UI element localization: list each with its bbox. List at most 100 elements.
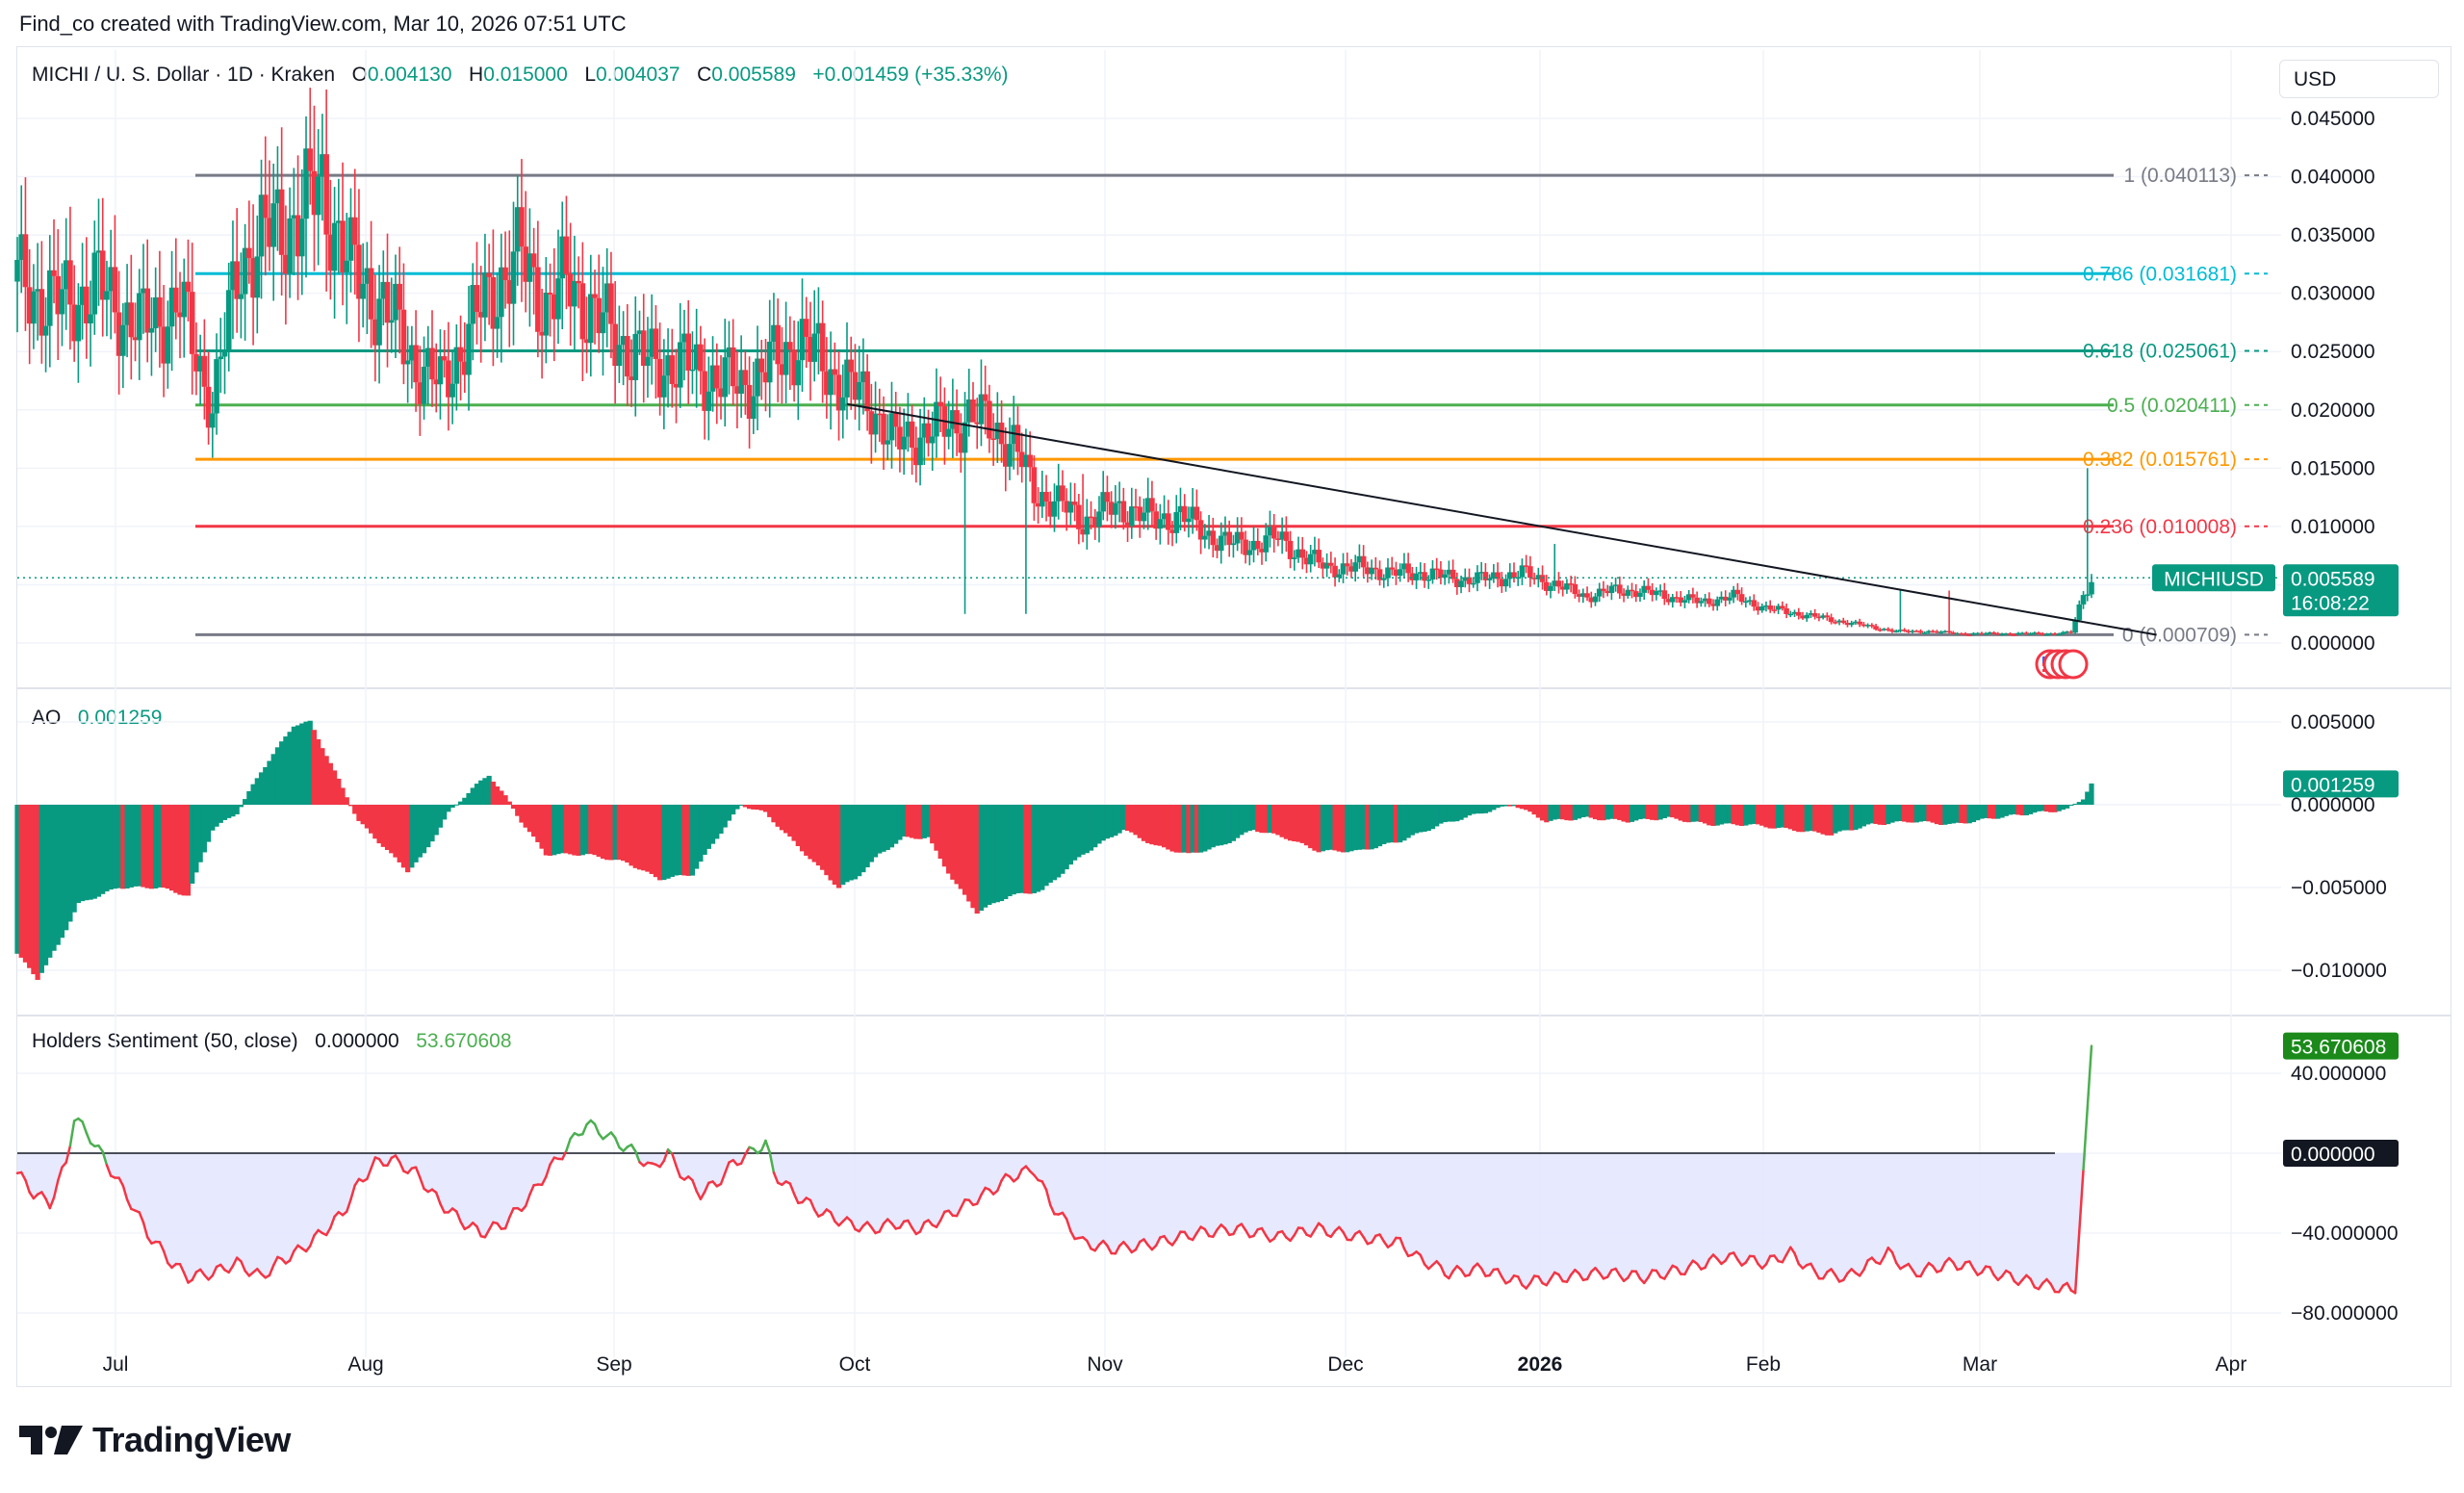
hs-line-segment[interactable] (935, 1219, 942, 1229)
ao-bar[interactable] (393, 805, 398, 858)
hs-line-segment[interactable] (1203, 1227, 1211, 1238)
ao-bar[interactable] (946, 805, 952, 874)
ao-bar[interactable] (1340, 805, 1347, 853)
ao-bar[interactable] (226, 805, 232, 818)
ao-bar[interactable] (1718, 805, 1725, 825)
ao-bar[interactable] (1524, 805, 1529, 811)
ao-bar[interactable] (600, 805, 606, 860)
candle[interactable] (1023, 428, 1029, 614)
candle[interactable] (1356, 544, 1363, 569)
candle[interactable] (1482, 563, 1489, 587)
ao-bar[interactable] (1869, 805, 1875, 824)
hs-line-segment[interactable] (455, 1210, 462, 1223)
candle[interactable] (67, 206, 73, 350)
candle[interactable] (230, 220, 236, 340)
ao-bar[interactable] (364, 805, 370, 829)
hs-line-segment[interactable] (101, 1150, 109, 1167)
ao-bar[interactable] (1271, 805, 1277, 834)
ao-bar[interactable] (1320, 805, 1325, 852)
candle[interactable] (1608, 581, 1615, 601)
ao-bar[interactable] (1076, 805, 1082, 858)
ao-bar[interactable] (2032, 805, 2038, 813)
ao-bar[interactable] (1946, 805, 1952, 824)
candle[interactable] (1007, 417, 1013, 480)
candle[interactable] (1974, 631, 1981, 635)
candle[interactable] (616, 305, 623, 383)
legend-symbol[interactable]: MICHI / U. S. Dollar · 1D · Kraken (32, 64, 336, 86)
ao-bar[interactable] (1922, 805, 1928, 821)
ao-bar[interactable] (718, 805, 724, 835)
ao-bar[interactable] (14, 805, 20, 954)
ao-bar[interactable] (1820, 805, 1826, 835)
candle[interactable] (730, 319, 736, 406)
ao-bar[interactable] (872, 805, 879, 858)
hs-line-segment[interactable] (1496, 1268, 1503, 1278)
candle[interactable] (746, 356, 753, 449)
ao-bar[interactable] (1864, 805, 1871, 825)
ao-bar[interactable] (2003, 805, 2009, 816)
candle[interactable] (713, 343, 720, 425)
ao-bar[interactable] (1064, 805, 1069, 870)
candle[interactable] (356, 189, 362, 343)
candle[interactable] (71, 265, 77, 362)
candle[interactable] (1287, 530, 1294, 569)
candle[interactable] (1113, 485, 1118, 529)
candle[interactable] (771, 293, 777, 361)
candle[interactable] (2011, 633, 2017, 636)
candle[interactable] (327, 179, 334, 300)
ao-bar[interactable] (263, 766, 269, 805)
candle[interactable] (811, 290, 817, 382)
hs-line-segment[interactable] (1989, 1266, 1995, 1276)
candle[interactable] (1292, 550, 1297, 571)
ao-bar[interactable] (1499, 805, 1504, 807)
ao-bar[interactable] (820, 805, 826, 870)
candle[interactable] (1572, 576, 1578, 599)
ao-bar[interactable] (755, 805, 760, 811)
ao-bar[interactable] (2072, 803, 2078, 805)
ao-bar[interactable] (1434, 805, 1440, 827)
hs-line-segment[interactable] (191, 1271, 198, 1281)
candle[interactable] (514, 175, 521, 286)
candle[interactable] (1380, 574, 1387, 588)
hs-line-segment[interactable] (1557, 1273, 1564, 1283)
hs-line-segment[interactable] (40, 1191, 47, 1200)
candle[interactable] (1051, 483, 1058, 532)
hs-line-segment[interactable] (1939, 1261, 1947, 1273)
candle[interactable] (1133, 488, 1139, 522)
hs-line-segment[interactable] (1232, 1224, 1239, 1236)
ao-bar[interactable] (1495, 805, 1501, 809)
ao-bar[interactable] (1072, 805, 1078, 861)
hs-line-segment[interactable] (1605, 1269, 1613, 1278)
ao-bar[interactable] (1995, 805, 2001, 819)
ao-bar[interactable] (1800, 805, 1806, 833)
hs-line-segment[interactable] (1793, 1251, 1801, 1266)
ao-bar[interactable] (384, 805, 391, 851)
candle[interactable] (75, 283, 82, 383)
candle[interactable] (344, 213, 350, 324)
hs-line-segment[interactable] (1565, 1274, 1573, 1283)
candle[interactable] (937, 376, 943, 433)
candle[interactable] (1910, 630, 1915, 633)
ao-bar[interactable] (1446, 805, 1451, 822)
hs-line-segment[interactable] (629, 1143, 637, 1153)
ao-bar[interactable] (1287, 805, 1294, 841)
candle[interactable] (1612, 577, 1619, 592)
candle[interactable] (274, 145, 281, 251)
hs-line-segment[interactable] (2066, 1281, 2073, 1292)
candle[interactable] (26, 248, 33, 365)
hs-line-segment[interactable] (675, 1164, 682, 1179)
candle[interactable] (1767, 600, 1773, 613)
candle[interactable] (1076, 494, 1082, 545)
candle[interactable] (1239, 517, 1245, 554)
ao-bar[interactable] (572, 805, 578, 856)
candle[interactable] (1506, 563, 1513, 588)
ao-bar[interactable] (397, 805, 402, 862)
hs-line-segment[interactable] (565, 1137, 572, 1152)
ao-bar[interactable] (1080, 805, 1086, 855)
ao-bar[interactable] (1067, 805, 1074, 865)
candle[interactable] (2043, 632, 2050, 636)
candle[interactable] (267, 160, 272, 271)
ao-bar[interactable] (1678, 805, 1683, 821)
ao-bar[interactable] (474, 784, 480, 805)
candle[interactable] (877, 388, 883, 442)
